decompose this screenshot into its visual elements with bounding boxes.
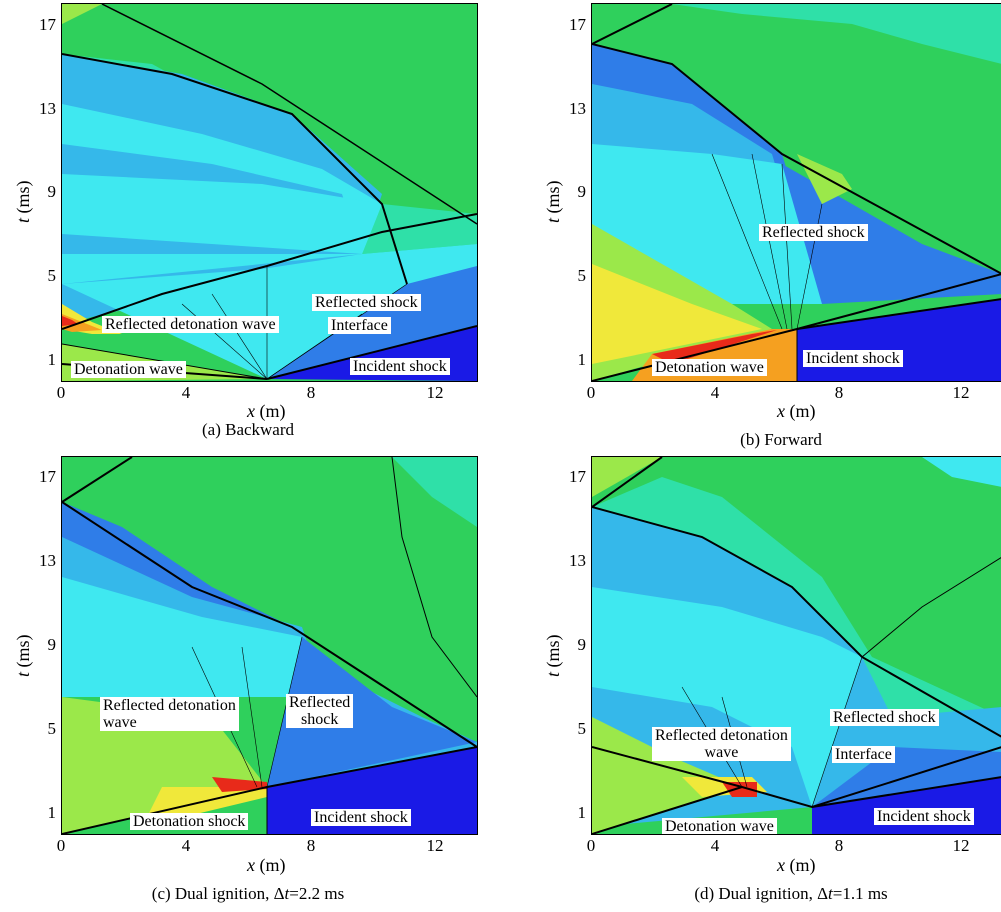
contour-plot-a: Reflected shock Reflected detonation wav… bbox=[61, 3, 478, 382]
y-tick: 1 bbox=[577, 803, 587, 822]
y-tick: 9 bbox=[47, 182, 57, 201]
x-tick: 4 bbox=[710, 383, 720, 402]
panel-c: Reflected detonation wave Reflected shoc… bbox=[0, 454, 490, 906]
x-tick: 12 bbox=[952, 383, 970, 402]
y-tick: 1 bbox=[47, 350, 57, 369]
x-tick: 12 bbox=[952, 836, 970, 855]
x-tick: 4 bbox=[181, 383, 191, 402]
x-tick: 12 bbox=[426, 383, 444, 402]
x-axis-label: x (m) bbox=[777, 401, 816, 421]
y-tick: 1 bbox=[47, 803, 57, 822]
y-tick: 9 bbox=[577, 635, 587, 654]
caption-b: (b) Forward bbox=[740, 430, 822, 449]
y-tick: 13 bbox=[39, 99, 56, 118]
label-interface: Interface bbox=[832, 746, 895, 763]
label-incident-shock: Incident shock bbox=[874, 808, 974, 825]
y-tick: 17 bbox=[569, 15, 586, 34]
panel-a: Reflected shock Reflected detonation wav… bbox=[0, 0, 490, 452]
y-tick: 17 bbox=[39, 467, 56, 486]
x-tick: 12 bbox=[426, 836, 444, 855]
contour-plot-c: Reflected detonation wave Reflected shoc… bbox=[61, 456, 478, 835]
label-reflected-shock: Reflected shock bbox=[830, 709, 939, 726]
label-incident-shock: Incident shock bbox=[803, 350, 903, 367]
x-tick: 4 bbox=[181, 836, 191, 855]
label-reflected-shock: Reflected shock bbox=[286, 694, 354, 728]
x-tick: 8 bbox=[834, 383, 844, 402]
contour-plot-b: Reflected shock Detonation wave Incident… bbox=[591, 3, 1001, 382]
x-axis-label: x (m) bbox=[247, 401, 286, 421]
label-interface: Interface bbox=[328, 317, 391, 334]
y-tick: 9 bbox=[577, 182, 587, 201]
label-reflected-detonation-wave: Reflected detonation wave bbox=[652, 727, 791, 761]
y-tick: 13 bbox=[569, 551, 586, 570]
y-tick: 1 bbox=[577, 350, 587, 369]
y-tick: 17 bbox=[39, 15, 56, 34]
label-detonation-wave: Detonation wave bbox=[662, 818, 777, 834]
panel-d: Reflected detonation wave Reflected shoc… bbox=[530, 454, 1001, 906]
label-detonation-wave: Detonation wave bbox=[652, 359, 767, 376]
label-reflected-shock: Reflected shock bbox=[312, 294, 421, 311]
panel-b: Reflected shock Detonation wave Incident… bbox=[530, 0, 1001, 452]
y-tick: 5 bbox=[47, 719, 57, 738]
contour-plot-d: Reflected detonation wave Reflected shoc… bbox=[591, 456, 1001, 835]
caption-d: (d) Dual ignition, Δt=1.1 ms bbox=[694, 884, 888, 903]
y-tick: 5 bbox=[47, 266, 57, 285]
y-tick: 9 bbox=[47, 635, 57, 654]
label-reflected-shock: Reflected shock bbox=[759, 224, 868, 241]
x-axis-label: x (m) bbox=[777, 855, 816, 875]
x-tick: 0 bbox=[56, 383, 66, 402]
x-tick: 4 bbox=[710, 836, 720, 855]
y-tick: 13 bbox=[39, 551, 56, 570]
label-detonation-wave: Detonation wave bbox=[71, 361, 186, 378]
caption-a: (a) Backward bbox=[201, 420, 295, 439]
x-tick: 8 bbox=[306, 383, 316, 402]
label-incident-shock: Incident shock bbox=[311, 809, 411, 826]
x-tick: 8 bbox=[834, 836, 844, 855]
label-reflected-detonation-wave: Reflected detonation wave bbox=[102, 316, 279, 333]
y-tick: 17 bbox=[569, 467, 586, 486]
y-tick: 5 bbox=[577, 266, 587, 285]
label-reflected-detonation-wave: Reflected detonation wave bbox=[100, 697, 239, 731]
contour-field-b bbox=[592, 4, 1001, 381]
contour-field-c bbox=[62, 457, 477, 834]
x-tick: 8 bbox=[306, 836, 316, 855]
caption-c: (c) Dual ignition, Δt=2.2 ms bbox=[151, 884, 345, 903]
x-tick: 0 bbox=[586, 383, 596, 402]
label-incident-shock: Incident shock bbox=[350, 358, 450, 375]
contour-field-d bbox=[592, 457, 1001, 834]
x-axis-label: x (m) bbox=[247, 855, 286, 875]
label-detonation-shock: Detonation shock bbox=[130, 813, 249, 830]
x-tick: 0 bbox=[586, 836, 596, 855]
y-tick: 5 bbox=[577, 719, 587, 738]
y-tick: 13 bbox=[569, 99, 586, 118]
x-tick: 0 bbox=[56, 836, 66, 855]
